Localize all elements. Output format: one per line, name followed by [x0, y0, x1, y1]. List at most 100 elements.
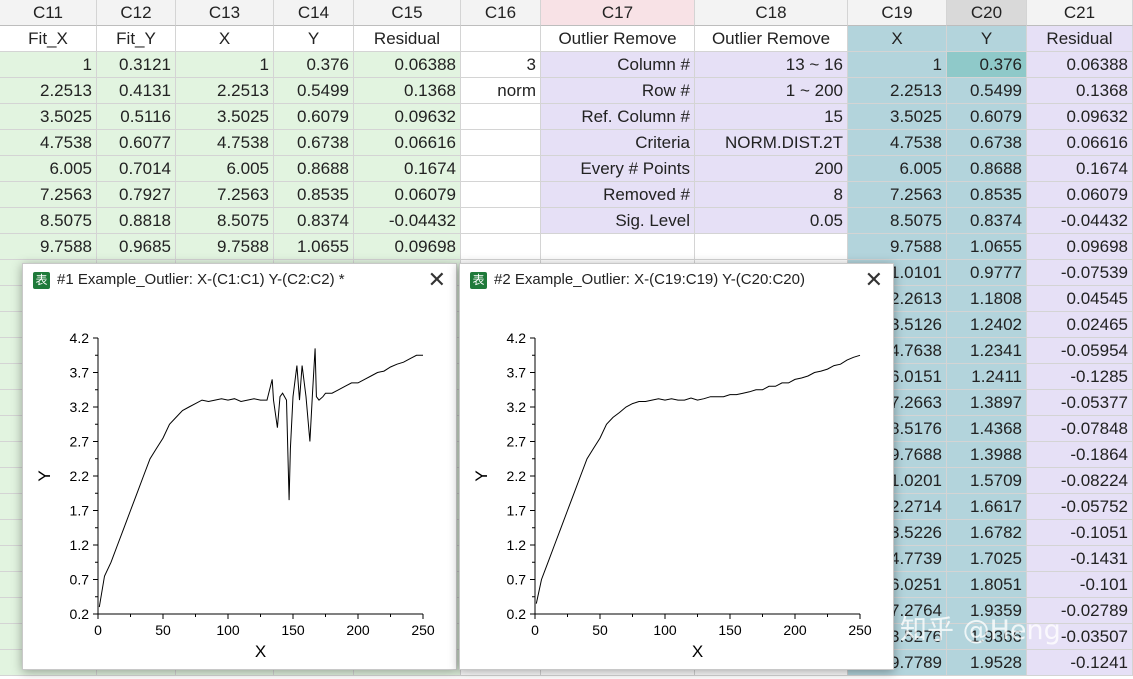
column-label-c13[interactable]: X	[176, 26, 274, 52]
column-label-c17[interactable]: Outlier Remove	[541, 26, 695, 52]
table-cell[interactable]: 0.09632	[1027, 104, 1133, 130]
table-cell[interactable]: 0.06388	[354, 52, 461, 78]
table-cell[interactable]: 1.3897	[947, 390, 1027, 416]
column-header-c13[interactable]: C13	[176, 0, 274, 26]
table-cell[interactable]: 0.1674	[354, 156, 461, 182]
column-header-c14[interactable]: C14	[274, 0, 354, 26]
table-cell[interactable]: Ref. Column #	[541, 104, 695, 130]
column-header-c12[interactable]: C12	[97, 0, 176, 26]
table-cell[interactable]: 1.2402	[947, 312, 1027, 338]
table-cell[interactable]: Column #	[541, 52, 695, 78]
column-header-c20[interactable]: C20	[947, 0, 1027, 26]
table-cell[interactable]: -0.05377	[1027, 390, 1133, 416]
table-cell[interactable]: 0.6079	[274, 104, 354, 130]
table-cell[interactable]: 0.5116	[97, 104, 176, 130]
table-cell[interactable]: 3.5025	[176, 104, 274, 130]
table-cell[interactable]: 0.8818	[97, 208, 176, 234]
table-cell[interactable]: 6.005	[176, 156, 274, 182]
graph-window-1-titlebar[interactable]: 表 #1 Example_Outlier: X-(C1:C1) Y-(C2:C2…	[23, 264, 456, 298]
column-label-c19[interactable]: X	[848, 26, 947, 52]
table-cell[interactable]: 0.9685	[97, 234, 176, 260]
table-cell[interactable]	[461, 130, 541, 156]
column-label-c16[interactable]	[461, 26, 541, 52]
table-cell[interactable]: 0.7927	[97, 182, 176, 208]
table-cell[interactable]: 1.8051	[947, 572, 1027, 598]
table-cell[interactable]: 1.6617	[947, 494, 1027, 520]
column-header-c21[interactable]: C21	[1027, 0, 1133, 26]
table-cell[interactable]: 0.06616	[354, 130, 461, 156]
table-cell[interactable]: 1.9528	[947, 650, 1027, 676]
table-cell[interactable]: 0.6738	[947, 130, 1027, 156]
table-cell[interactable]: Removed #	[541, 182, 695, 208]
table-cell[interactable]: 0.1368	[354, 78, 461, 104]
table-cell[interactable]	[461, 182, 541, 208]
table-cell[interactable]: 9.7588	[176, 234, 274, 260]
table-cell[interactable]: -0.02789	[1027, 598, 1133, 624]
column-header-c15[interactable]: C15	[354, 0, 461, 26]
table-cell[interactable]: 3.5025	[0, 104, 97, 130]
table-cell[interactable]: 4.7538	[176, 130, 274, 156]
table-cell[interactable]: 1.7025	[947, 546, 1027, 572]
table-cell[interactable]: Criteria	[541, 130, 695, 156]
table-cell[interactable]: 1.2411	[947, 364, 1027, 390]
table-cell[interactable]: 7.2563	[176, 182, 274, 208]
table-cell[interactable]: -0.08224	[1027, 468, 1133, 494]
close-icon[interactable]: ✕	[427, 268, 446, 293]
table-cell[interactable]: -0.1051	[1027, 520, 1133, 546]
table-cell[interactable]: 1.2341	[947, 338, 1027, 364]
table-cell[interactable]: 8.5075	[0, 208, 97, 234]
table-cell[interactable]	[541, 234, 695, 260]
table-cell[interactable]: 0.09698	[354, 234, 461, 260]
column-label-c18[interactable]: Outlier Remove	[695, 26, 848, 52]
table-cell[interactable]: Sig. Level	[541, 208, 695, 234]
table-cell[interactable]	[695, 234, 848, 260]
table-cell[interactable]: 0.06388	[1027, 52, 1133, 78]
column-header-c17[interactable]: C17	[541, 0, 695, 26]
table-cell[interactable]: 0.4131	[97, 78, 176, 104]
table-cell[interactable]: 2.2513	[848, 78, 947, 104]
table-cell[interactable]: 7.2563	[848, 182, 947, 208]
table-cell[interactable]: 1.3988	[947, 442, 1027, 468]
table-cell[interactable]: 1.1808	[947, 286, 1027, 312]
table-cell[interactable]: 3	[461, 52, 541, 78]
table-cell[interactable]: 1	[176, 52, 274, 78]
table-cell[interactable]: -0.07539	[1027, 260, 1133, 286]
column-label-c12[interactable]: Fit_Y	[97, 26, 176, 52]
table-cell[interactable]: 8.5075	[176, 208, 274, 234]
table-cell[interactable]: 1.0655	[947, 234, 1027, 260]
table-cell[interactable]: 200	[695, 156, 848, 182]
table-cell[interactable]: -0.101	[1027, 572, 1133, 598]
table-cell[interactable]: 0.5499	[947, 78, 1027, 104]
table-cell[interactable]: -0.1864	[1027, 442, 1133, 468]
table-cell[interactable]: norm	[461, 78, 541, 104]
column-label-c14[interactable]: Y	[274, 26, 354, 52]
close-icon[interactable]: ✕	[864, 268, 883, 293]
table-cell[interactable]: 9.7588	[848, 234, 947, 260]
table-cell[interactable]: 0.06616	[1027, 130, 1133, 156]
table-cell[interactable]: 0.8374	[274, 208, 354, 234]
table-cell[interactable]: 0.04545	[1027, 286, 1133, 312]
table-cell[interactable]: 0.6077	[97, 130, 176, 156]
table-cell[interactable]: 7.2563	[0, 182, 97, 208]
table-cell[interactable]: 0.09698	[1027, 234, 1133, 260]
table-cell[interactable]: 1.6782	[947, 520, 1027, 546]
table-cell[interactable]: 9.7588	[0, 234, 97, 260]
table-cell[interactable]: -0.1431	[1027, 546, 1133, 572]
table-cell[interactable]: 1	[848, 52, 947, 78]
table-cell[interactable]	[461, 208, 541, 234]
column-header-c16[interactable]: C16	[461, 0, 541, 26]
table-cell[interactable]	[461, 156, 541, 182]
table-cell[interactable]: 0.8535	[274, 182, 354, 208]
table-cell[interactable]: 3.5025	[848, 104, 947, 130]
table-cell[interactable]: 0.02465	[1027, 312, 1133, 338]
column-header-c19[interactable]: C19	[848, 0, 947, 26]
table-cell[interactable]: 0.05	[695, 208, 848, 234]
table-cell[interactable]: 1.9359	[947, 598, 1027, 624]
graph-window-2-titlebar[interactable]: 表 #2 Example_Outlier: X-(C19:C19) Y-(C20…	[460, 264, 893, 298]
table-cell[interactable]: 0.5499	[274, 78, 354, 104]
column-label-c21[interactable]: Residual	[1027, 26, 1133, 52]
table-cell[interactable]: 15	[695, 104, 848, 130]
column-label-c20[interactable]: Y	[947, 26, 1027, 52]
column-label-c11[interactable]: Fit_X	[0, 26, 97, 52]
table-cell[interactable]: -0.1285	[1027, 364, 1133, 390]
